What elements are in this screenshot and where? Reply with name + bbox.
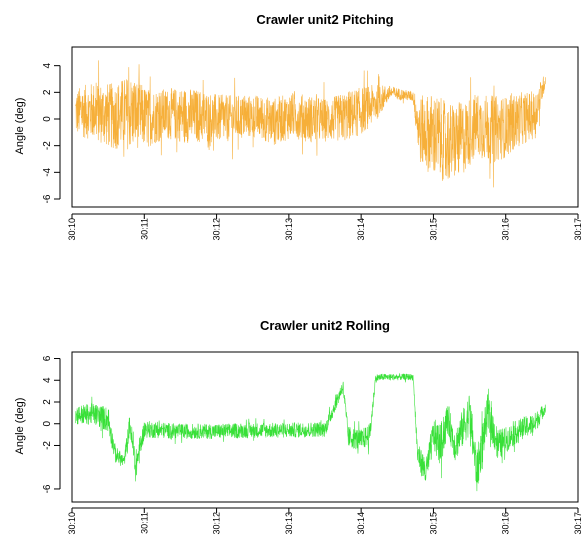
x-tick-label: 30:12 xyxy=(212,512,222,535)
y-tick-label: 0 xyxy=(42,421,53,427)
y-tick-label: 6 xyxy=(42,355,53,361)
rolling-x-axis: 30:10 30:11 30:12 30:13 30:14 30:15 30:16 30:17 xyxy=(67,507,581,535)
y-tick-label: -6 xyxy=(42,484,53,493)
pitching-series xyxy=(75,60,546,188)
y-tick-label: 4 xyxy=(42,377,53,383)
rolling-chart: Crawler unit2 Rolling Angle (deg) -6 -2 0 2… xyxy=(14,318,581,535)
x-tick-label: 30:14 xyxy=(356,512,366,535)
rolling-chart-title: Crawler unit2 Rolling xyxy=(260,318,390,333)
x-tick-label: 30:15 xyxy=(428,512,438,535)
rolling-y-axis-label: Angle (deg) xyxy=(14,398,26,455)
series-line-0 xyxy=(75,60,546,188)
y-tick-label: 2 xyxy=(42,89,53,95)
x-tick-label: 30:13 xyxy=(284,218,294,241)
pitching-chart-title: Crawler unit2 Pitching xyxy=(256,12,393,27)
pitching-plot-frame xyxy=(71,46,579,208)
x-tick-label: 30:16 xyxy=(501,512,511,535)
x-tick-label: 30:16 xyxy=(501,218,511,241)
y-tick-label: 4 xyxy=(42,62,53,68)
y-tick-label: 2 xyxy=(42,399,53,405)
y-tick-label: 0 xyxy=(42,116,53,122)
pitching-y-axis-label: Angle (deg) xyxy=(14,98,26,155)
x-tick-label: 30:15 xyxy=(428,218,438,241)
series-line-0 xyxy=(75,372,546,492)
pitching-x-axis: 30:10 30:11 30:12 30:13 30:14 30:15 30:16 30:17 xyxy=(67,213,581,241)
pitching-y-axis: -6 -4 -2 0 2 4 xyxy=(42,62,61,203)
rolling-plot-frame xyxy=(71,351,579,503)
x-tick-label: 30:13 xyxy=(284,512,294,535)
x-tick-label: 30:17 xyxy=(573,218,581,241)
y-tick-label: -4 xyxy=(42,167,53,176)
y-tick-label: -6 xyxy=(42,194,53,203)
x-tick-label: 30:10 xyxy=(67,218,77,241)
rolling-series xyxy=(75,372,546,492)
x-tick-label: 30:17 xyxy=(573,512,581,535)
x-tick-label: 30:11 xyxy=(139,218,149,240)
y-tick-label: -2 xyxy=(42,141,53,150)
y-tick-label: -2 xyxy=(42,441,53,450)
x-tick-label: 30:11 xyxy=(139,512,149,534)
pitching-chart: Crawler unit2 Pitching Angle (deg) -6-4-… xyxy=(14,12,581,241)
x-tick-label: 30:14 xyxy=(356,218,366,241)
x-tick-label: 30:10 xyxy=(67,512,77,535)
rolling-y-axis: -6 -2 0 2 4 6 xyxy=(42,355,61,493)
x-tick-label: 30:12 xyxy=(212,218,222,241)
